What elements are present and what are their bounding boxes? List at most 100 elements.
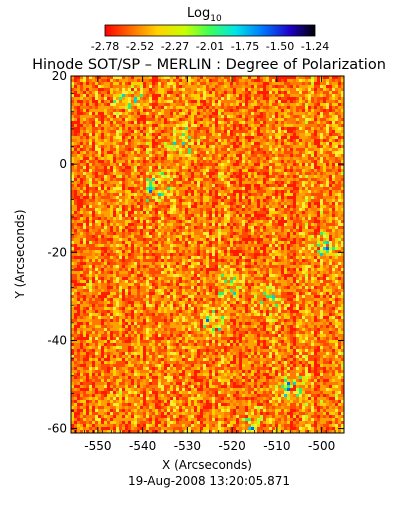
heatmap-cell — [179, 202, 182, 205]
heatmap-cell — [149, 223, 152, 226]
heatmap-cell — [140, 151, 143, 154]
heatmap-cell — [305, 199, 308, 202]
heatmap-cell — [107, 211, 110, 214]
heatmap-cell — [104, 136, 107, 139]
heatmap-cell — [257, 151, 260, 154]
heatmap-cell — [107, 178, 110, 181]
heatmap-cell — [341, 139, 344, 142]
heatmap-cell — [83, 145, 86, 148]
heatmap-cell — [212, 157, 215, 160]
heatmap-cell — [233, 130, 236, 133]
heatmap-cell — [134, 202, 137, 205]
heatmap-cell — [263, 139, 266, 142]
heatmap-cell — [335, 112, 338, 115]
heatmap-cell — [134, 106, 137, 109]
heatmap-cell — [248, 211, 251, 214]
heatmap-cell — [110, 121, 113, 124]
heatmap-cell — [296, 91, 299, 94]
heatmap-cell — [173, 76, 176, 79]
heatmap-cell — [266, 130, 269, 133]
heatmap-cell — [224, 151, 227, 154]
heatmap-cell — [335, 76, 338, 79]
heatmap-cell — [146, 202, 149, 205]
heatmap-cell — [173, 229, 176, 232]
heatmap-cell — [194, 238, 197, 241]
heatmap-cell — [305, 91, 308, 94]
heatmap-cell — [143, 85, 146, 88]
heatmap-cell — [185, 112, 188, 115]
heatmap-cell — [179, 220, 182, 223]
heatmap-cell — [161, 142, 164, 145]
heatmap-cell — [293, 190, 296, 193]
heatmap-cell — [179, 121, 182, 124]
heatmap-cell — [335, 85, 338, 88]
heatmap-cell — [185, 136, 188, 139]
heatmap-cell — [146, 154, 149, 157]
heatmap-cell — [155, 88, 158, 91]
heatmap-cell — [77, 241, 80, 244]
heatmap-cell — [293, 220, 296, 223]
heatmap-cell — [263, 106, 266, 109]
heatmap-cell — [146, 226, 149, 229]
heatmap-cell — [107, 223, 110, 226]
heatmap-cell — [170, 169, 173, 172]
heatmap-cell — [140, 181, 143, 184]
heatmap-cell — [215, 103, 218, 106]
heatmap-cell — [305, 205, 308, 208]
heatmap-cell — [92, 172, 95, 175]
heatmap-cell — [242, 118, 245, 121]
heatmap-cell — [206, 100, 209, 103]
heatmap-cell — [197, 142, 200, 145]
heatmap-cell — [131, 169, 134, 172]
heatmap-cell — [317, 241, 320, 244]
heatmap-cell — [149, 169, 152, 172]
heatmap-cell — [305, 82, 308, 85]
heatmap-cell — [242, 115, 245, 118]
heatmap-cell — [113, 82, 116, 85]
heatmap-cell — [110, 253, 113, 256]
heatmap-cell — [341, 238, 344, 241]
heatmap-cell — [197, 235, 200, 238]
heatmap-cell — [308, 124, 311, 127]
heatmap-cell — [149, 124, 152, 127]
heatmap-cell — [263, 112, 266, 115]
heatmap-cell — [260, 88, 263, 91]
heatmap-cell — [128, 97, 131, 100]
heatmap-cell — [119, 199, 122, 202]
heatmap-cell — [218, 163, 221, 166]
heatmap-cell — [131, 259, 134, 262]
heatmap-cell — [218, 79, 221, 82]
heatmap-cell — [302, 106, 305, 109]
heatmap-cell — [239, 166, 242, 169]
heatmap-cell — [335, 202, 338, 205]
heatmap-cell — [122, 211, 125, 214]
heatmap-cell — [164, 259, 167, 262]
heatmap-cell — [161, 172, 164, 175]
heatmap-cell — [86, 142, 89, 145]
heatmap-cell — [140, 238, 143, 241]
heatmap-cell — [98, 181, 101, 184]
heatmap-cell — [116, 106, 119, 109]
heatmap-cell — [146, 208, 149, 211]
heatmap-cell — [89, 184, 92, 187]
heatmap-cell — [209, 211, 212, 214]
heatmap-cell — [92, 181, 95, 184]
heatmap-cell — [122, 193, 125, 196]
heatmap-cell — [257, 154, 260, 157]
heatmap-cell — [209, 184, 212, 187]
heatmap-cell — [251, 199, 254, 202]
heatmap-cell — [257, 229, 260, 232]
heatmap-cell — [125, 100, 128, 103]
heatmap-cell — [185, 109, 188, 112]
heatmap-cell — [203, 85, 206, 88]
heatmap-cell — [275, 115, 278, 118]
heatmap-cell — [173, 124, 176, 127]
heatmap-cell — [320, 178, 323, 181]
heatmap-cell — [212, 85, 215, 88]
heatmap-cell — [236, 193, 239, 196]
heatmap-cell — [146, 196, 149, 199]
heatmap-cell — [155, 94, 158, 97]
heatmap-cell — [239, 184, 242, 187]
heatmap-cell — [155, 166, 158, 169]
heatmap-cell — [326, 208, 329, 211]
